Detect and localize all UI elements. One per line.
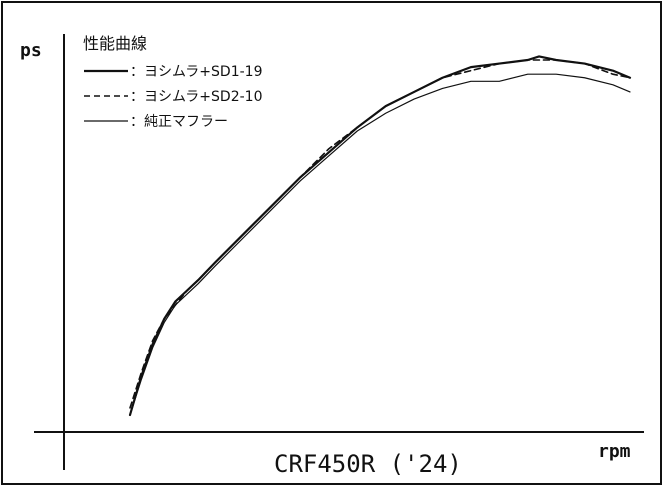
x-axis-label: rpm xyxy=(598,441,631,462)
legend-label-yoshimura-sd1-19: ：ヨシムラ+SD1-19 xyxy=(130,64,262,80)
series-line-2 xyxy=(129,73,631,416)
series-line-0 xyxy=(128,55,632,417)
legend-title: 性能曲線 xyxy=(83,34,147,53)
legend-label-stock-muffler: ：純正マフラー xyxy=(130,114,228,130)
y-axis-label: ps xyxy=(20,40,42,61)
series-line-1 xyxy=(129,59,631,409)
chart-title: CRF450R ('24) xyxy=(274,450,462,478)
legend-label-yoshimura-sd2-10: ：ヨシムラ+SD2-10 xyxy=(130,89,262,105)
series-layer xyxy=(128,55,632,417)
